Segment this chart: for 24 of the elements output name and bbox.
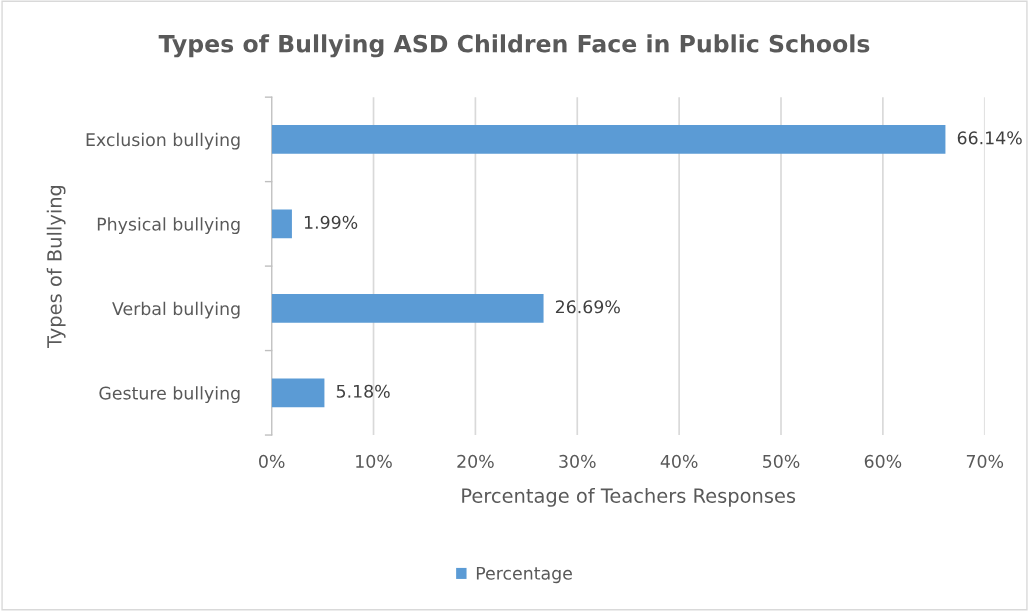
x-tick-label: 70%: [966, 454, 1004, 468]
bar: [271, 125, 946, 154]
x-axis-title: Percentage of Teachers Responses: [462, 487, 796, 507]
y-tick-label: Verbal bullying: [112, 301, 240, 319]
x-tick-label: 30%: [559, 454, 596, 468]
x-tick-label: 50%: [763, 454, 800, 468]
x-tick-label: 10%: [356, 454, 392, 468]
legend-label: Percentage: [476, 566, 572, 584]
x-tick-label: 60%: [864, 454, 902, 468]
bar: [271, 378, 325, 408]
x-tick-label: 40%: [660, 454, 698, 468]
y-tick-label: Exclusion bullying: [86, 132, 240, 150]
y-axis-title: Types of Bullying: [46, 185, 66, 349]
bar: [271, 293, 544, 323]
data-label: 66.14%: [957, 131, 1022, 145]
bar: [271, 209, 292, 239]
x-tick-label: 0%: [259, 454, 285, 468]
data-label: 26.69%: [555, 300, 620, 314]
y-tick-label: Gesture bullying: [99, 386, 240, 403]
y-tick-label: Physical bullying: [97, 217, 240, 235]
data-label: 5.18%: [336, 384, 390, 398]
x-tick-label: 20%: [457, 454, 494, 468]
data-label: 1.99%: [304, 215, 358, 229]
chart-title: Types of Bullying ASD Children Face in Public Schools: [158, 34, 870, 58]
